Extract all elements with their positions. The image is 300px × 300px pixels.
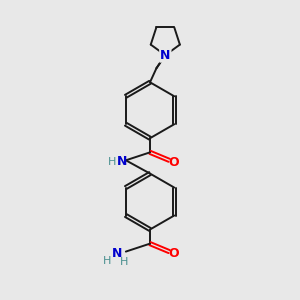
Text: H: H xyxy=(120,257,128,267)
Text: N: N xyxy=(160,49,170,62)
Text: O: O xyxy=(169,156,179,169)
Text: N: N xyxy=(112,247,122,260)
Text: O: O xyxy=(169,247,179,260)
Text: H: H xyxy=(108,157,116,167)
Text: H: H xyxy=(103,256,112,266)
Text: N: N xyxy=(117,155,127,168)
